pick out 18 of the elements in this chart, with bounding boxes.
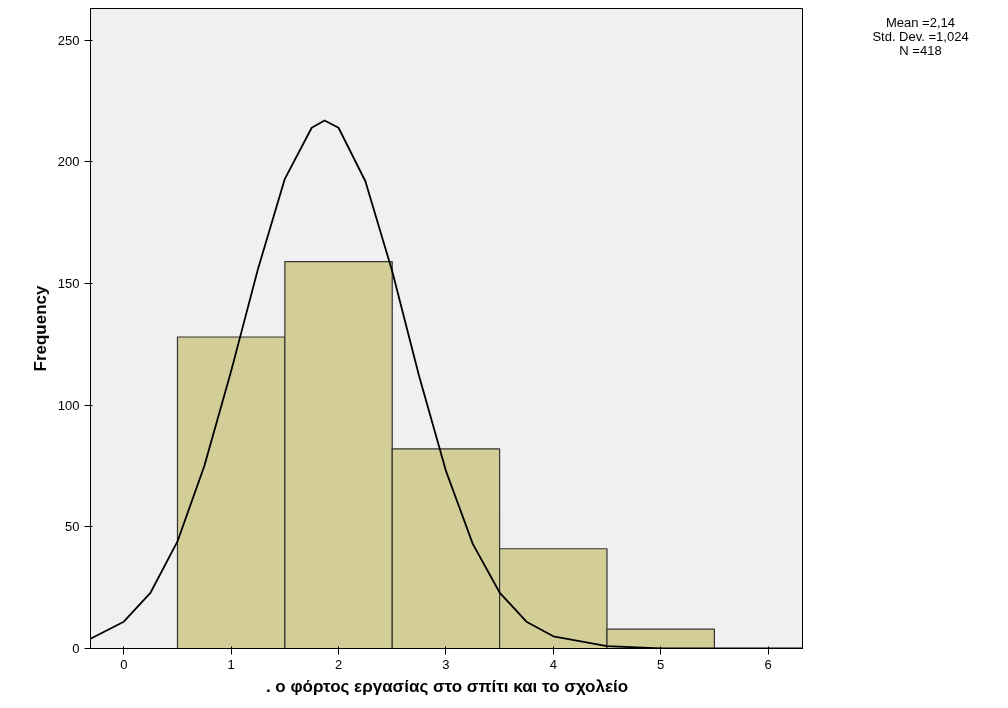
x-tick-label: 2 (334, 656, 343, 672)
y-tick-label: 200 (57, 154, 80, 170)
text: Std. Dev. =1,024 (872, 29, 969, 45)
x-axis-title: . ο φόρτος εργασίας στο σπίτι και το σχολείο (265, 676, 629, 696)
text: N =418 (899, 42, 942, 58)
x-tick-label: 0 (120, 656, 128, 672)
y-tick-label: 150 (57, 275, 80, 291)
text: Mean =2,14 (885, 15, 956, 31)
y-tick-label: 0 (72, 641, 80, 656)
y-tick-label: 50 (65, 519, 80, 535)
x-tick-label: 4 (549, 656, 557, 672)
x-tick-label: 1 (227, 656, 235, 672)
y-tick-label: 250 (57, 32, 80, 48)
x-tick-label: 5 (657, 656, 665, 672)
x-tick-label: 6 (764, 656, 772, 672)
x-tick-label: 3 (442, 656, 450, 672)
y-axis-title: Frequency (30, 284, 50, 372)
y-tick-label: 100 (57, 397, 80, 413)
